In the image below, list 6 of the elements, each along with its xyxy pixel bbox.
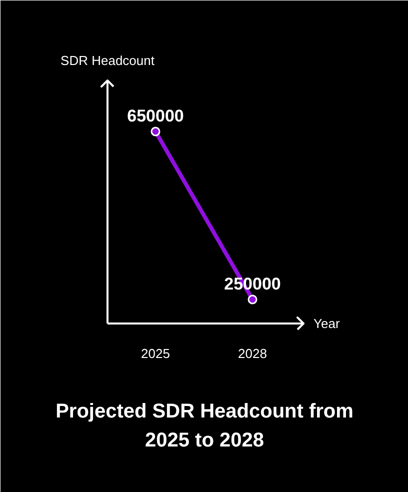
text: Projected SDR Headcount from 2025 to 2028 [56,400,354,452]
data-label: 650000 [127,106,184,126]
y-axis-title: SDR Headcount [60,53,155,68]
x-axis-title: Year [314,316,340,331]
x-tick-label: 2025 [141,346,170,361]
x-tick-label: 2028 [238,346,267,361]
